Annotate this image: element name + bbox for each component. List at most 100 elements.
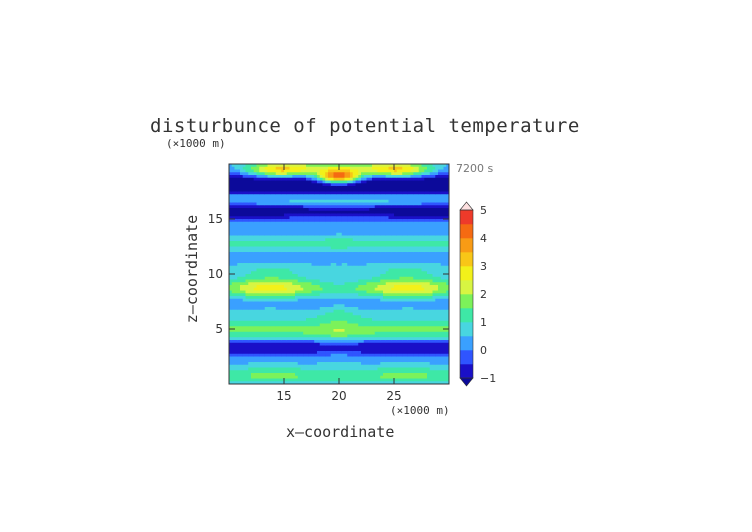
heatmap-cell — [380, 268, 384, 272]
heatmap-cell — [355, 197, 359, 201]
heatmap-cell — [237, 293, 241, 297]
heatmap-cell — [308, 298, 312, 302]
heatmap-cell — [341, 331, 345, 335]
heatmap-cell — [240, 290, 244, 294]
heatmap-cell — [229, 309, 233, 313]
heatmap-cell — [341, 208, 345, 212]
heatmap-cell — [284, 301, 288, 305]
heatmap-cell — [270, 232, 274, 236]
heatmap-cell — [322, 241, 326, 245]
heatmap-cell — [286, 180, 290, 184]
heatmap-cell — [363, 199, 367, 203]
heatmap-cell — [240, 293, 244, 297]
heatmap-cell — [385, 260, 389, 264]
heatmap-cell — [385, 373, 389, 377]
heatmap-cell — [306, 274, 310, 278]
heatmap-cell — [374, 230, 378, 234]
heatmap-cell — [317, 249, 321, 253]
heatmap-cell — [278, 213, 282, 217]
heatmap-cell — [300, 331, 304, 335]
heatmap-cell — [231, 373, 235, 377]
heatmap-cell — [388, 232, 392, 236]
heatmap-cell — [237, 183, 241, 187]
heatmap-cell — [391, 191, 395, 195]
heatmap-cell — [336, 265, 340, 269]
heatmap-cell — [295, 287, 299, 291]
heatmap-cell — [330, 169, 334, 173]
heatmap-cell — [256, 373, 260, 377]
heatmap-cell — [336, 364, 340, 368]
heatmap-cell — [253, 293, 257, 297]
heatmap-cell — [391, 235, 395, 239]
heatmap-cell — [385, 232, 389, 236]
heatmap-cell — [385, 345, 389, 349]
heatmap-cell — [245, 235, 249, 239]
heatmap-cell — [369, 186, 373, 190]
heatmap-cell — [289, 210, 293, 214]
heatmap-cell — [292, 265, 296, 269]
heatmap-cell — [240, 224, 244, 228]
heatmap-cell — [295, 304, 299, 308]
heatmap-cell — [275, 219, 279, 223]
heatmap-cell — [237, 307, 241, 311]
heatmap-cell — [325, 224, 329, 228]
heatmap-cell — [273, 230, 277, 234]
heatmap-cell — [394, 348, 398, 352]
heatmap-cell — [234, 323, 238, 327]
heatmap-cell — [394, 315, 398, 319]
heatmap-cell — [333, 293, 337, 297]
heatmap-cell — [396, 230, 400, 234]
heatmap-cell — [237, 254, 241, 258]
heatmap-cell — [281, 208, 285, 212]
heatmap-cell — [328, 348, 332, 352]
heatmap-cell — [248, 180, 252, 184]
heatmap-cell — [385, 351, 389, 355]
heatmap-cell — [339, 274, 343, 278]
heatmap-cell — [267, 271, 271, 275]
heatmap-cell — [358, 337, 362, 341]
heatmap-cell — [270, 326, 274, 330]
heatmap-cell — [286, 375, 290, 379]
heatmap-cell — [361, 276, 365, 280]
heatmap-cell — [339, 326, 343, 330]
heatmap-cell — [306, 246, 310, 250]
heatmap-cell — [256, 298, 260, 302]
heatmap-cell — [242, 312, 246, 316]
heatmap-cell — [350, 307, 354, 311]
heatmap-cell — [363, 186, 367, 190]
heatmap-cell — [237, 205, 241, 209]
heatmap-cell — [394, 164, 398, 168]
heatmap-cell — [380, 235, 384, 239]
heatmap-cell — [284, 364, 288, 368]
heatmap-cell — [314, 340, 318, 344]
heatmap-cell — [286, 213, 290, 217]
heatmap-cell — [229, 334, 233, 338]
heatmap-cell — [374, 326, 378, 330]
heatmap-cell — [355, 199, 359, 203]
heatmap-cell — [297, 177, 301, 181]
heatmap-cell — [251, 241, 255, 245]
heatmap-cell — [284, 326, 288, 330]
heatmap-cell — [339, 309, 343, 313]
heatmap-cell — [339, 318, 343, 322]
heatmap-cell — [297, 219, 301, 223]
heatmap-cell — [344, 254, 348, 258]
heatmap-cell — [358, 331, 362, 335]
heatmap-cell — [308, 367, 312, 371]
heatmap-cell — [297, 353, 301, 357]
heatmap-cell — [369, 252, 373, 256]
heatmap-cell — [245, 271, 249, 275]
heatmap-cell — [341, 216, 345, 220]
heatmap-cell — [391, 318, 395, 322]
heatmap-cell — [333, 362, 337, 366]
heatmap-cell — [275, 202, 279, 206]
heatmap-cell — [300, 183, 304, 187]
heatmap-cell — [229, 241, 233, 245]
heatmap-cell — [369, 210, 373, 214]
heatmap-cell — [336, 345, 340, 349]
heatmap-cell — [344, 197, 348, 201]
heatmap-cell — [388, 312, 392, 316]
heatmap-cell — [325, 362, 329, 366]
heatmap-cell — [281, 329, 285, 333]
heatmap-cell — [319, 191, 323, 195]
